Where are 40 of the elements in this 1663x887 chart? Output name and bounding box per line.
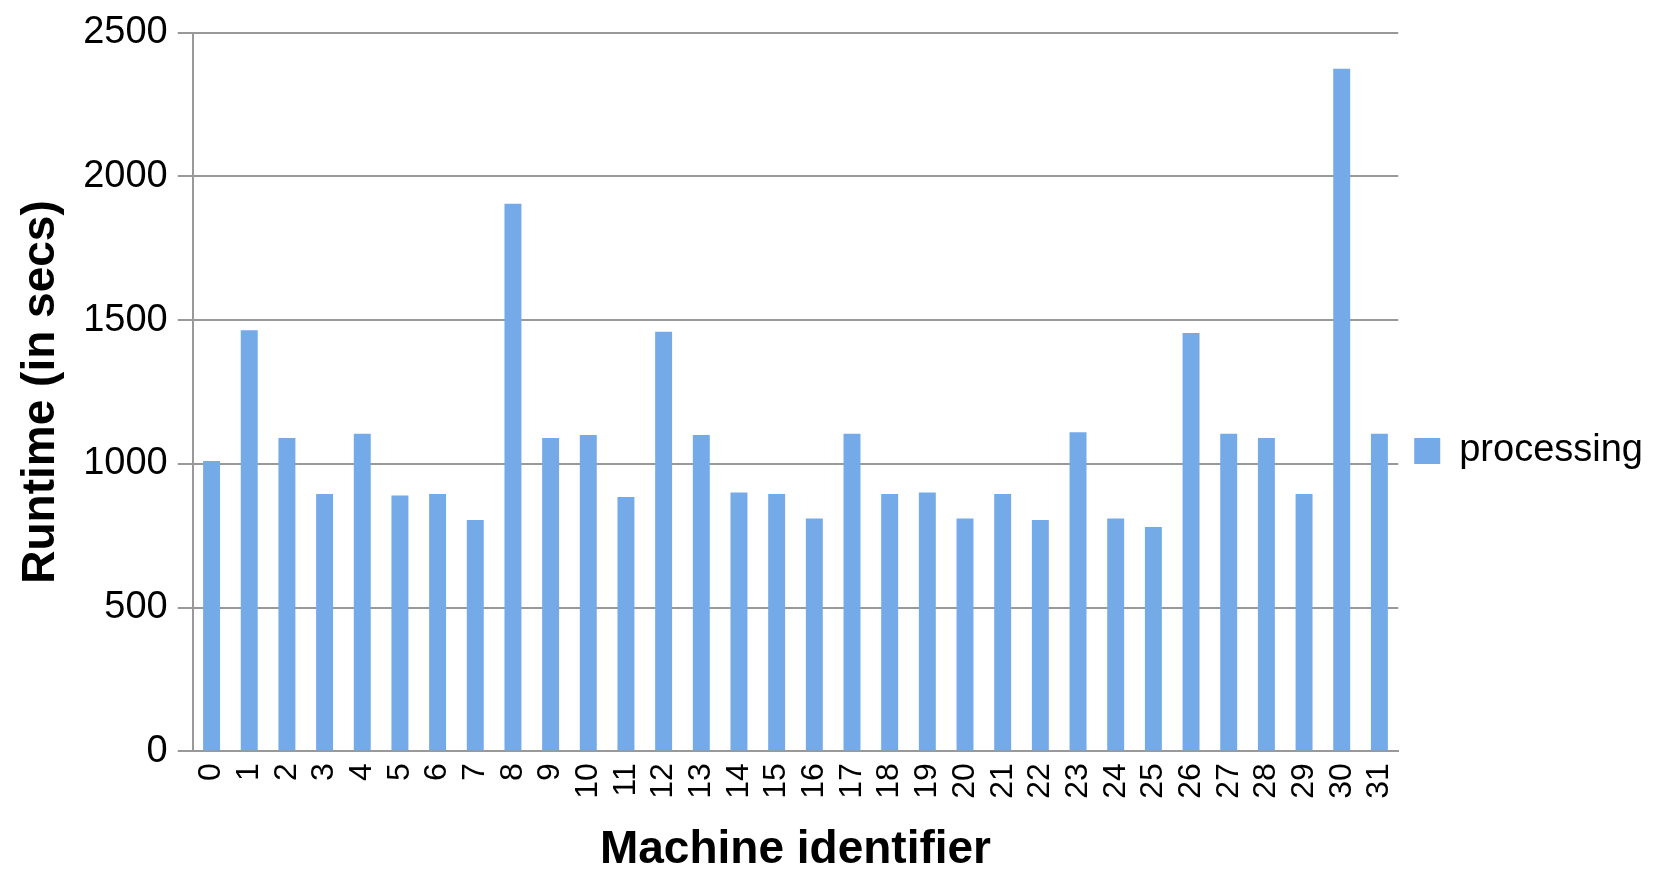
x-tick-label: 23 (1057, 763, 1094, 799)
x-tick-label: 19 (907, 763, 944, 799)
x-tick-label: 6 (417, 763, 454, 781)
x-tick-label: 22 (1020, 763, 1057, 799)
y-tick-label: 1500 (83, 296, 168, 339)
y-tick-label: 2000 (83, 152, 168, 195)
y-tick-label: 2500 (83, 9, 168, 52)
x-tick-label: 2 (266, 763, 303, 781)
x-tick-label: 3 (304, 763, 341, 781)
x-tick-label: 18 (869, 763, 906, 799)
x-tick-label: 21 (982, 763, 1019, 799)
x-tick-label: 14 (718, 763, 755, 799)
x-tick-label: 8 (492, 763, 529, 781)
x-tick-label: 25 (1133, 763, 1170, 799)
x-tick-label: 4 (342, 763, 379, 781)
x-tick-label: 12 (643, 763, 680, 799)
y-tick-label: 1000 (83, 440, 168, 483)
x-tick-label: 29 (1283, 763, 1320, 799)
x-tick-label: 27 (1208, 763, 1245, 799)
legend-label: processing (1459, 427, 1643, 470)
x-tick-label: 11 (605, 763, 642, 797)
x-tick-label: 24 (1095, 763, 1132, 799)
x-tick-label: 20 (944, 763, 981, 799)
x-tick-label: 16 (794, 763, 831, 799)
x-tick-label: 17 (831, 763, 868, 799)
x-tick-label: 30 (1321, 763, 1358, 799)
x-tick-label: 7 (455, 763, 492, 781)
y-axis-title: Runtime (in secs) (12, 200, 65, 584)
x-tick-label: 13 (681, 763, 718, 799)
x-tick-label: 15 (756, 763, 793, 799)
x-tick-label: 0 (191, 763, 228, 781)
x-tick-label: 1 (229, 763, 266, 781)
x-tick-label: 10 (568, 763, 605, 799)
x-tick-label: 31 (1359, 763, 1396, 799)
x-tick-label: 5 (379, 763, 416, 781)
x-tick-label: 28 (1246, 763, 1283, 799)
y-tick-label: 500 (104, 584, 168, 627)
x-tick-label: 9 (530, 763, 567, 781)
x-axis-title: Machine identifier (599, 821, 992, 874)
x-tick-label: 26 (1170, 763, 1207, 799)
